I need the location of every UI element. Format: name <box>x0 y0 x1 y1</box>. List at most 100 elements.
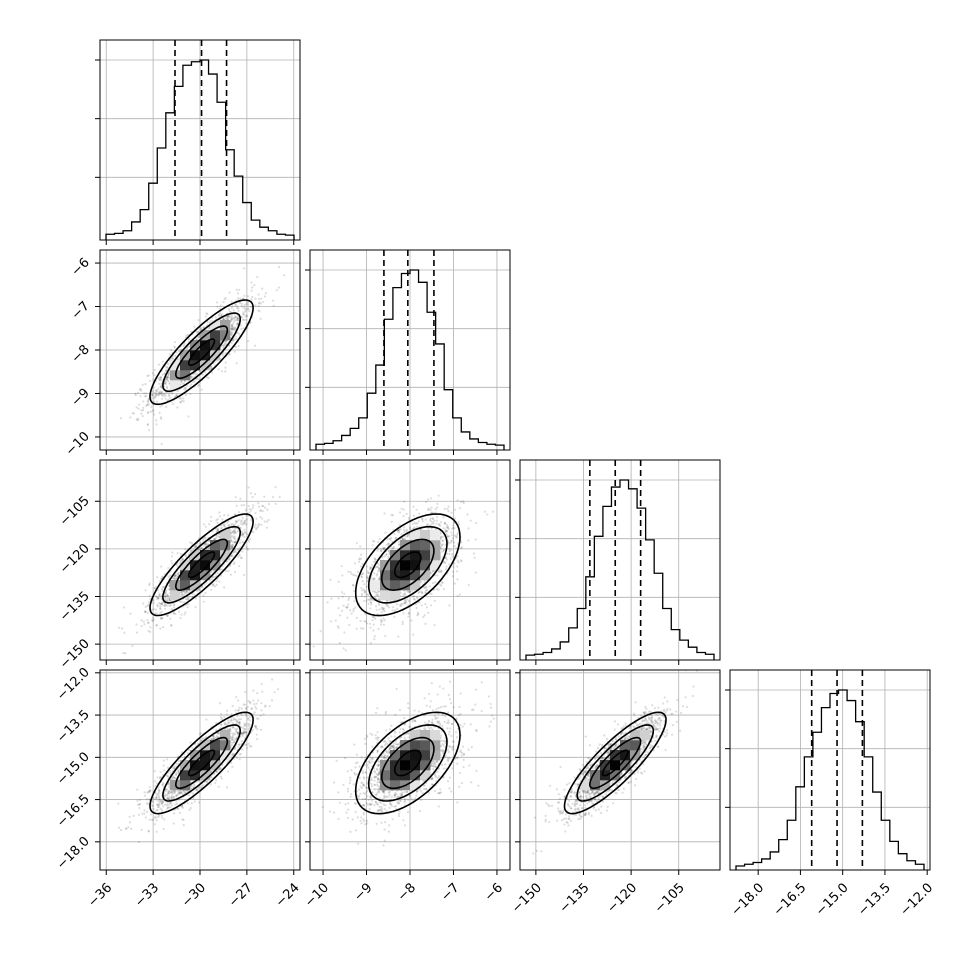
sample-point <box>257 302 260 305</box>
sample-point <box>445 533 448 536</box>
sample-point <box>421 517 424 520</box>
sample-point <box>346 616 349 619</box>
density-cell <box>380 580 391 591</box>
sample-point <box>442 527 445 530</box>
sample-point <box>160 397 163 400</box>
sample-point <box>197 385 200 388</box>
sample-point <box>376 547 380 550</box>
sample-point <box>144 610 147 613</box>
sample-point <box>374 558 377 561</box>
sample-point <box>444 528 447 531</box>
sample-point <box>151 619 154 622</box>
sample-point <box>161 603 164 607</box>
sample-point <box>230 327 233 330</box>
sample-point <box>213 585 217 588</box>
sample-point <box>172 606 176 609</box>
sample-point <box>160 565 163 568</box>
sample-point <box>226 521 229 524</box>
sample-point <box>215 528 219 531</box>
sample-point <box>155 393 159 396</box>
sample-point <box>402 594 405 597</box>
sample-point <box>232 309 235 312</box>
sample-point <box>255 528 258 531</box>
sample-point <box>385 552 388 556</box>
sample-point <box>236 306 239 310</box>
sample-point <box>152 598 155 602</box>
sample-point <box>154 391 158 395</box>
sample-point <box>220 527 223 530</box>
sample-point <box>378 567 381 570</box>
sample-point <box>372 578 376 581</box>
sample-point <box>199 326 202 329</box>
sample-point <box>243 520 247 523</box>
sample-point <box>406 535 409 538</box>
sample-point <box>163 393 166 396</box>
sample-point <box>443 522 447 525</box>
sample-point <box>253 525 256 529</box>
sample-point <box>176 572 179 575</box>
sample-point <box>353 589 356 593</box>
sample-point <box>183 613 186 616</box>
density-cell <box>430 530 441 541</box>
sample-point <box>387 542 390 545</box>
sample-point <box>428 585 431 588</box>
sample-point <box>169 348 173 352</box>
sample-point <box>340 591 344 594</box>
sample-point <box>154 395 157 398</box>
sample-point <box>182 590 186 593</box>
sample-point <box>243 304 246 307</box>
sample-point <box>378 568 381 571</box>
sample-point <box>220 526 223 530</box>
sample-point <box>230 554 233 557</box>
sample-point <box>366 575 369 578</box>
sample-point <box>429 518 432 521</box>
sample-point <box>227 308 231 311</box>
sample-point <box>202 544 205 547</box>
sample-point <box>173 578 177 581</box>
sample-point <box>380 621 383 624</box>
sample-point <box>253 344 257 347</box>
sample-point <box>239 541 242 544</box>
sample-point <box>397 529 401 532</box>
sample-point <box>486 513 489 516</box>
sample-point <box>361 572 364 576</box>
sample-point <box>156 595 159 599</box>
sample-point <box>349 570 352 573</box>
sample-point <box>442 516 445 519</box>
sample-point <box>215 519 218 522</box>
sample-point <box>155 612 158 615</box>
contour-1 <box>174 325 229 380</box>
sample-point <box>377 602 380 605</box>
sample-point <box>402 592 406 596</box>
sample-point <box>379 548 382 551</box>
sample-point <box>367 593 370 596</box>
sample-point <box>173 576 176 579</box>
sample-point <box>189 806 192 810</box>
y-tick-label: −8 <box>69 342 93 366</box>
sample-point <box>424 518 427 521</box>
sample-point <box>444 557 447 560</box>
sample-point <box>244 307 247 310</box>
sample-point <box>231 734 234 737</box>
sample-point <box>259 509 262 512</box>
sample-point <box>245 322 248 325</box>
sample-point <box>166 788 169 791</box>
sample-point <box>155 400 159 403</box>
sample-point <box>257 501 260 505</box>
sample-point <box>278 495 281 499</box>
sample-point <box>369 566 372 569</box>
sample-point <box>446 535 449 539</box>
sample-point <box>367 602 370 605</box>
sample-point <box>187 337 191 341</box>
contour-1 <box>380 538 435 592</box>
sample-point <box>229 317 233 321</box>
sample-point <box>165 593 168 596</box>
sample-point <box>228 314 231 318</box>
sample-point <box>360 586 363 590</box>
sample-point <box>167 375 170 378</box>
density-cell <box>210 330 221 341</box>
sample-point <box>241 530 244 534</box>
sample-point <box>380 611 384 614</box>
sample-point <box>416 614 419 617</box>
sample-point <box>210 578 214 581</box>
